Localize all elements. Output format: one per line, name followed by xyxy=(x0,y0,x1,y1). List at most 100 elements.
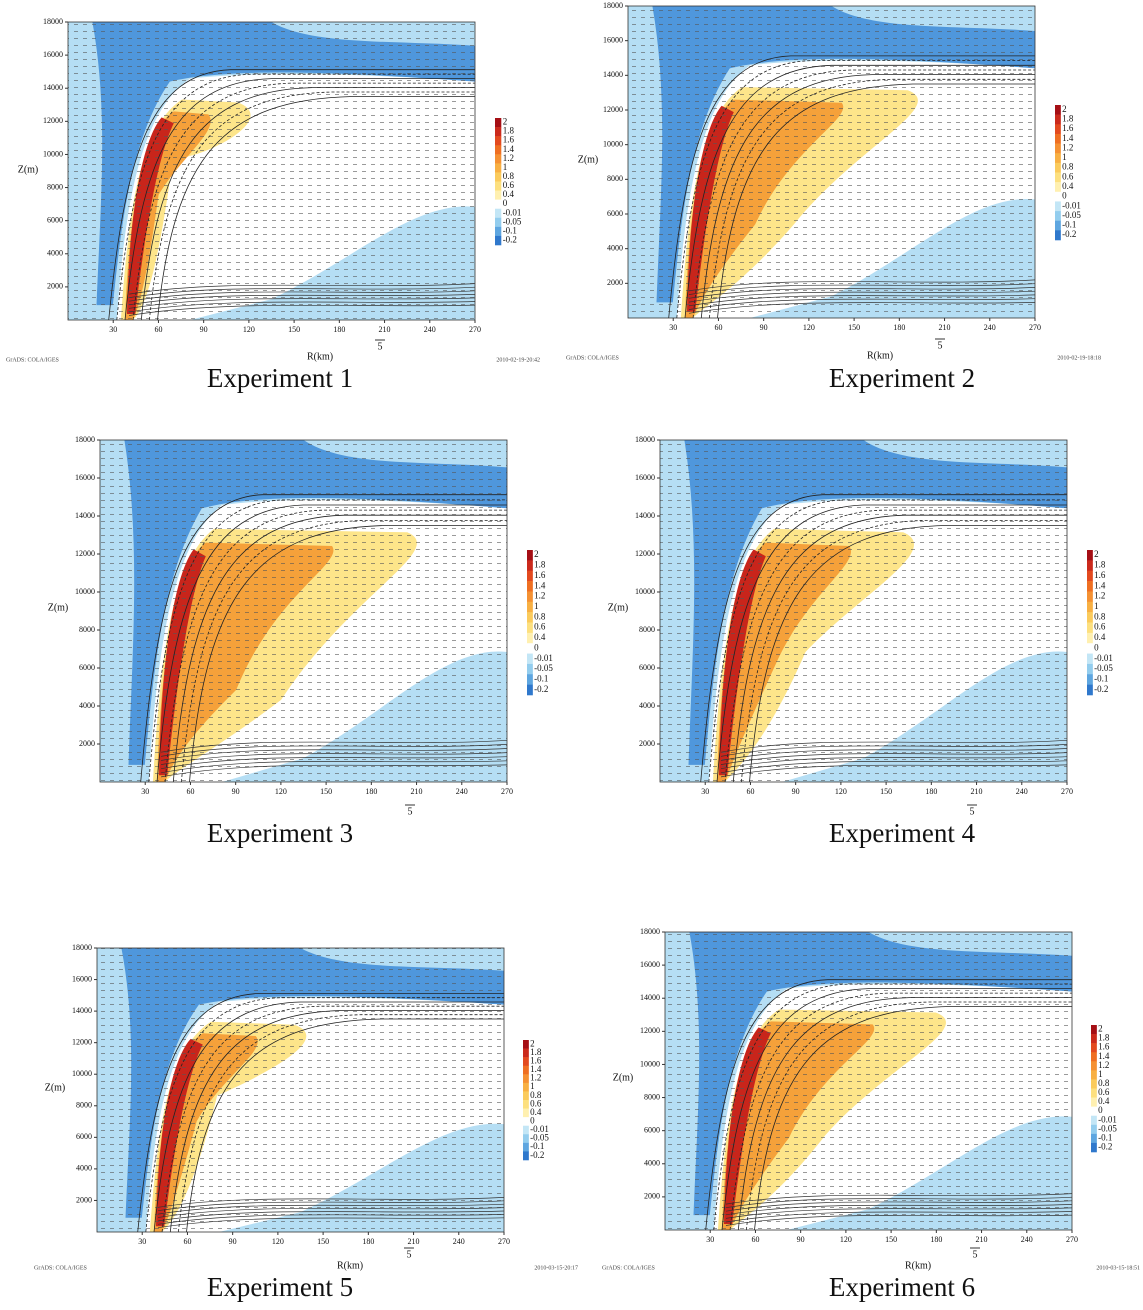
vector-key: 5 xyxy=(973,1249,978,1260)
y-tick-label: 14000 xyxy=(75,511,95,520)
y-axis-label: Z(m) xyxy=(608,602,629,613)
colorbar-label: -0.01 xyxy=(530,1124,549,1134)
colorbar-swatch xyxy=(523,1117,529,1127)
x-tick-label: 270 xyxy=(498,1237,510,1246)
y-tick-label: 12000 xyxy=(75,549,95,558)
contour xyxy=(129,301,476,313)
colorbar-label: 0.6 xyxy=(1098,1087,1110,1097)
x-tick-label: 60 xyxy=(714,323,722,332)
footer-right: 2010-02-19-20:42 xyxy=(496,357,540,363)
colorbar-label: 1.8 xyxy=(1062,114,1074,124)
contour xyxy=(700,494,1067,783)
y-tick-label: 4000 xyxy=(79,701,95,710)
caption: Experiment 5 xyxy=(207,1272,353,1302)
vector-field xyxy=(665,932,1072,1230)
colorbar-swatch xyxy=(527,581,533,592)
x-axis-label: R(km) xyxy=(307,351,333,362)
colorbar-swatch xyxy=(1091,1052,1097,1062)
colorbar-swatch xyxy=(495,136,502,146)
colorbar-label: -0.1 xyxy=(503,225,517,235)
contour xyxy=(705,979,1072,1231)
colorbar-swatch xyxy=(1091,1097,1097,1107)
y-tick-label: 18000 xyxy=(43,17,63,26)
colorbar-swatch xyxy=(1091,1142,1097,1153)
x-tick-label: 90 xyxy=(792,787,800,796)
contour xyxy=(140,87,475,321)
x-tick-label: 270 xyxy=(1029,323,1041,332)
colorbar-swatch xyxy=(495,172,502,182)
colorbar-swatch xyxy=(1087,684,1093,696)
contour xyxy=(725,1193,1073,1205)
y-tick-label: 2000 xyxy=(47,282,63,291)
caption: Experiment 1 xyxy=(207,363,353,393)
colorbar-label: 0 xyxy=(530,1115,535,1125)
colorbar-label: -0.2 xyxy=(530,1150,544,1160)
colorbar-label: -0.01 xyxy=(503,207,522,217)
x-tick-label: 90 xyxy=(232,787,240,796)
colorbar-swatch xyxy=(1087,653,1093,665)
contour xyxy=(725,1214,1073,1226)
colorbar-label: 1 xyxy=(503,162,508,172)
colorbar-swatch xyxy=(1087,591,1093,603)
colorbar-label: 1.2 xyxy=(1098,1060,1109,1070)
colorbar-label: 0.6 xyxy=(530,1098,542,1108)
colorbar-label: 0.8 xyxy=(1062,162,1074,172)
colorbar-label: 2 xyxy=(503,117,508,127)
contour xyxy=(157,96,475,321)
colorbar-label: 0.4 xyxy=(1094,632,1106,642)
colorbar-label: 0.8 xyxy=(1094,611,1106,621)
colorbar-swatch xyxy=(1055,153,1061,164)
contour xyxy=(720,739,1068,753)
contour xyxy=(129,290,476,302)
colorbar-label: -0.2 xyxy=(1094,684,1108,694)
contour xyxy=(158,1217,505,1229)
y-tick-label: 2000 xyxy=(607,278,623,287)
x-tick-label: 150 xyxy=(880,787,892,796)
colorbar-label: 2 xyxy=(1062,104,1067,114)
vector-key: 5 xyxy=(938,340,943,351)
colorbar-label: 0.4 xyxy=(530,1107,542,1117)
colorbar-label: 1.4 xyxy=(530,1064,542,1074)
colorbar-swatch xyxy=(1055,230,1061,241)
footer-left: GrADS: COLA/IGES xyxy=(602,1265,655,1271)
colorbar-swatch xyxy=(495,235,502,246)
colorbar-label: 0 xyxy=(503,198,508,208)
colorbar-swatch xyxy=(1087,632,1093,644)
x-tick-label: 120 xyxy=(803,323,815,332)
colorbar-label: 2 xyxy=(1094,549,1099,559)
colorbar-label: 1.4 xyxy=(1062,133,1074,143)
y-tick-label: 4000 xyxy=(47,249,63,258)
contour xyxy=(749,525,1067,783)
y-tick-label: 12000 xyxy=(603,105,623,114)
x-tick-label: 270 xyxy=(1066,1235,1078,1244)
plot-frame xyxy=(664,931,1073,1231)
colorbar-label: -0.1 xyxy=(1094,674,1108,684)
contour xyxy=(158,1197,505,1208)
colorbar-swatch xyxy=(1055,133,1061,144)
colorbar-swatch xyxy=(495,127,502,137)
contour xyxy=(161,756,508,770)
colorbar-swatch xyxy=(1087,643,1093,654)
colorbar-label: -0.1 xyxy=(1098,1132,1112,1142)
y-tick-label: 12000 xyxy=(43,116,63,125)
contour xyxy=(754,1006,1072,1231)
vector-field xyxy=(628,6,1035,318)
colorbar-swatch xyxy=(527,653,533,665)
contour xyxy=(148,499,507,783)
contour xyxy=(161,764,508,778)
contour xyxy=(172,514,507,783)
colorbar-label: 0.8 xyxy=(503,171,515,181)
y-axis-label: Z(m) xyxy=(613,1072,634,1083)
y-tick-label: 8000 xyxy=(76,1101,92,1110)
colorbar-label: 0.8 xyxy=(530,1090,542,1100)
colorbar-swatch xyxy=(523,1074,529,1084)
colorbar-swatch xyxy=(1087,570,1093,582)
colorbar-label: -0.05 xyxy=(503,216,522,226)
x-tick-label: 150 xyxy=(288,325,300,334)
contour xyxy=(158,1200,505,1212)
contour xyxy=(720,764,1068,778)
y-tick-label: 4000 xyxy=(639,701,655,710)
colorbar-swatch xyxy=(523,1065,529,1075)
x-tick-label: 240 xyxy=(984,323,996,332)
